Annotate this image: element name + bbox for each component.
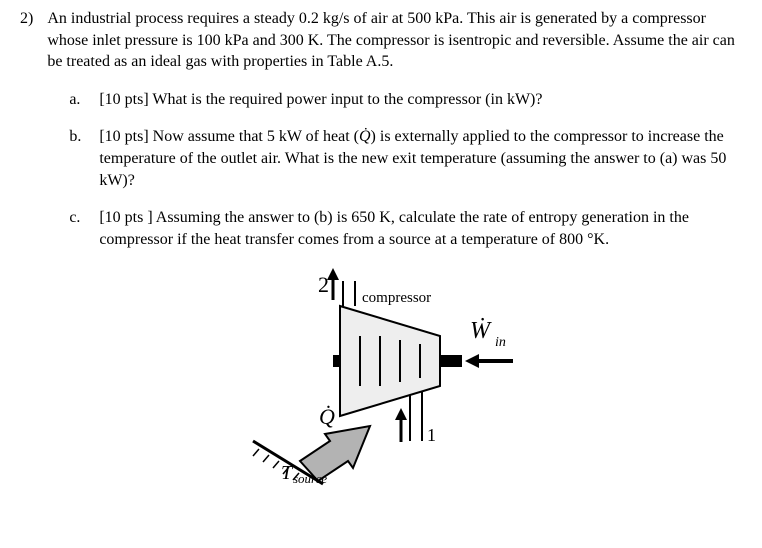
diagram-container: 2 compressor 1 Ẇ in — [47, 266, 742, 493]
inlet-label: 1 — [427, 425, 436, 445]
qdot-label: Q̇ — [319, 404, 335, 429]
subpart-a: a. [10 pts] What is the required power i… — [69, 89, 742, 111]
subpart-b-prefix: [10 pts] Now assume that 5 kW of heat ( — [99, 128, 359, 145]
subpart-b-text: [10 pts] Now assume that 5 kW of heat (Q… — [99, 126, 742, 191]
subpart-c-text: [10 pts ] Assuming the answer to (b) is … — [99, 207, 742, 250]
compressor-body — [340, 306, 440, 416]
compressor-diagram: 2 compressor 1 Ẇ in — [245, 266, 545, 493]
problem-body: An industrial process requires a steady … — [47, 8, 742, 493]
shaft-left — [333, 355, 340, 367]
problem-number: 2) — [20, 8, 33, 493]
subpart-c: c. [10 pts ] Assuming the answer to (b) … — [69, 207, 742, 250]
tsource-label-sub: source — [293, 471, 327, 486]
subpart-b: b. [10 pts] Now assume that 5 kW of heat… — [69, 126, 742, 191]
hatch — [253, 449, 259, 456]
problem-2: 2) An industrial process requires a stea… — [20, 8, 742, 493]
hatch — [263, 455, 269, 462]
outlet-label: 2 — [318, 272, 329, 297]
hatch — [273, 461, 279, 468]
subpart-b-letter: b. — [69, 126, 85, 191]
problem-intro: An industrial process requires a steady … — [47, 8, 742, 73]
subpart-a-text: [10 pts] What is the required power inpu… — [99, 89, 742, 111]
win-arrowhead — [465, 354, 479, 368]
qdot-symbol: Q̇ — [359, 128, 371, 145]
subparts: a. [10 pts] What is the required power i… — [47, 89, 742, 251]
compressor-label: compressor — [362, 290, 431, 306]
win-label-w: Ẇ — [470, 318, 492, 344]
shaft-right — [440, 355, 462, 367]
subpart-a-letter: a. — [69, 89, 85, 111]
win-label-sub: in — [495, 335, 506, 350]
subpart-c-letter: c. — [69, 207, 85, 250]
inlet-arrowhead — [395, 408, 407, 420]
